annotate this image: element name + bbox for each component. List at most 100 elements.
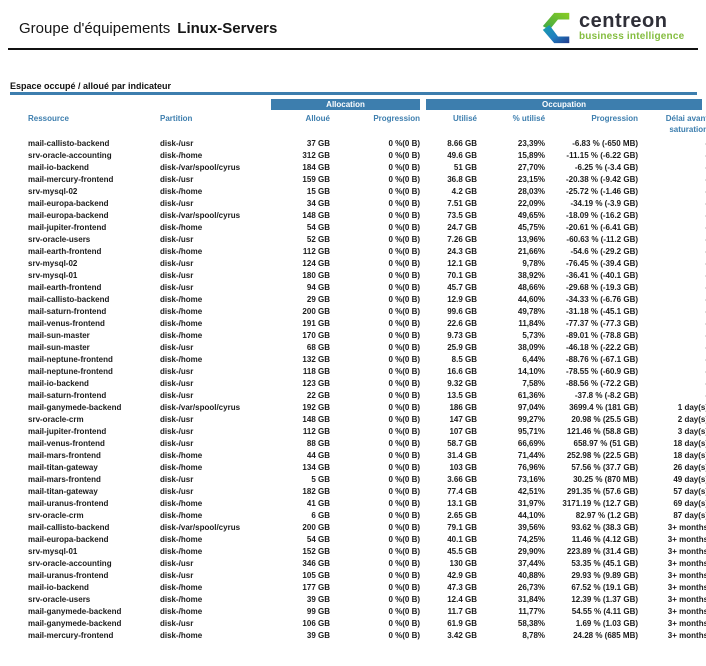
cell-delai-saturation: 69 day(s) <box>673 499 706 508</box>
cell-progression-occupation: 93.62 % (38.3 GB) <box>571 523 639 532</box>
cell-utilise: 11.7 GB <box>447 607 478 616</box>
cell-partition: disk-/home <box>160 595 203 604</box>
cell-delai-saturation: - <box>638 150 706 162</box>
cell-pct-utilise: 44,10% <box>517 511 546 520</box>
occupation-group-header: Occupation <box>426 99 703 110</box>
cell-delai-saturation: 3+ months <box>667 631 706 640</box>
cell-delai-saturation: 3 day(s) <box>677 427 706 436</box>
cell-utilise: 107 GB <box>449 427 478 436</box>
cell-partition: disk-/usr <box>160 175 194 184</box>
cell-progression-occupation: -60.63 % (-11.2 GB) <box>566 235 639 244</box>
cell-partition: disk-/home <box>160 547 203 556</box>
cell-progression-allocation: 0 %(0 B) <box>388 439 421 448</box>
table-row: mail-callisto-backend disk-/home 29 GB 0… <box>10 294 706 306</box>
cell-ressource: mail-mercury-frontend <box>28 175 114 184</box>
cell-pct-utilise: 22,09% <box>517 199 546 208</box>
cell-progression-occupation: -54.6 % (-29.2 GB) <box>570 247 639 256</box>
cell-partition: disk-/home <box>160 535 203 544</box>
cell-progression-occupation: 3699.4 % (181 GB) <box>569 403 639 412</box>
header-divider <box>8 48 698 50</box>
cell-delai-saturation: - <box>638 234 706 246</box>
cell-pct-utilise: 39,56% <box>517 523 546 532</box>
cell-progression-occupation: -46.18 % (-22.2 GB) <box>565 343 639 352</box>
cell-utilise: 4.2 GB <box>451 187 478 196</box>
cell-progression-allocation: 0 %(0 B) <box>388 199 421 208</box>
cell-progression-allocation: 0 %(0 B) <box>388 295 421 304</box>
cell-progression-occupation: -89.01 % (-78.8 GB) <box>565 331 639 340</box>
cell-pct-utilise: 29,90% <box>517 547 546 556</box>
cell-progression-allocation: 0 %(0 B) <box>388 583 421 592</box>
cell-partition: disk-/home <box>160 451 203 460</box>
cell-pct-utilise: 11,84% <box>518 319 546 328</box>
cell-progression-allocation: 0 %(0 B) <box>388 391 421 400</box>
cell-delai-saturation: 3+ months <box>667 547 706 556</box>
cell-utilise: 40.1 GB <box>447 535 478 544</box>
cell-alloue: 200 GB <box>302 523 330 532</box>
cell-ressource: mail-uranus-frontend <box>28 499 109 508</box>
cell-ressource: mail-jupiter-frontend <box>28 427 107 436</box>
cell-progression-allocation: 0 %(0 B) <box>388 247 421 256</box>
cell-delai-saturation: 1 day(s) <box>677 403 706 412</box>
centreon-logo-icon <box>542 12 570 44</box>
cell-progression-occupation: 121.46 % (58.8 GB) <box>566 427 639 436</box>
cell-ressource: mail-neptune-frontend <box>28 367 113 376</box>
cell-pct-utilise: 40,88% <box>517 571 546 580</box>
table-row: srv-oracle-accounting disk-/home 312 GB … <box>10 150 706 162</box>
cell-utilise: 12.9 GB <box>447 295 478 304</box>
cell-delai-saturation: - <box>638 306 706 318</box>
cell-progression-allocation: 0 %(0 B) <box>388 139 421 148</box>
table-row: mail-uranus-frontend disk-/usr 105 GB 0 … <box>10 570 706 582</box>
cell-progression-allocation: 0 %(0 B) <box>388 571 421 580</box>
cell-delai-saturation: 3+ months <box>667 583 706 592</box>
cell-progression-occupation: 54.55 % (4.11 GB) <box>571 607 639 616</box>
cell-ressource: mail-europa-backend <box>28 211 109 220</box>
table-row: mail-europa-backend disk-/var/spool/cyru… <box>10 210 706 222</box>
cell-utilise: 45.5 GB <box>447 547 478 556</box>
cell-partition: disk-/home <box>160 583 203 592</box>
cell-alloue: 170 GB <box>302 331 330 340</box>
cell-pct-utilise: 38,92% <box>517 271 546 280</box>
cell-ressource: mail-ganymede-backend <box>28 619 122 628</box>
table-row: srv-oracle-users disk-/home 39 GB 0 %(0 … <box>10 594 706 606</box>
cell-progression-occupation: -11.15 % (-6.22 GB) <box>566 151 639 160</box>
table-row: mail-callisto-backend disk-/usr 37 GB 0 … <box>10 138 706 150</box>
table-row: srv-mysql-02 disk-/home 15 GB 0 %(0 B) 4… <box>10 186 706 198</box>
cell-pct-utilise: 99,27% <box>517 415 546 424</box>
cell-alloue: 34 GB <box>306 199 330 208</box>
cell-ressource: mail-venus-frontend <box>28 439 105 448</box>
cell-delai-saturation: - <box>638 282 706 294</box>
column-header-progression-allocation: Progression <box>373 114 421 123</box>
cell-progression-occupation: 252.98 % (22.5 GB) <box>566 451 639 460</box>
cell-delai-saturation: - <box>638 246 706 258</box>
cell-pct-utilise: 31,97% <box>517 499 546 508</box>
cell-ressource: mail-io-backend <box>28 583 89 592</box>
cell-progression-occupation: -20.38 % (-9.42 GB) <box>565 175 639 184</box>
cell-ressource: mail-ganymede-backend <box>28 403 122 412</box>
cell-alloue: 52 GB <box>306 235 330 244</box>
cell-ressource: mail-io-backend <box>28 379 89 388</box>
cell-delai-saturation: - <box>638 258 706 270</box>
cell-partition: disk-/usr <box>160 475 194 484</box>
cell-progression-allocation: 0 %(0 B) <box>388 523 421 532</box>
logo-tagline: business intelligence <box>579 31 685 42</box>
cell-progression-occupation: 24.28 % (685 MB) <box>573 631 639 640</box>
table-row: mail-earth-frontend disk-/usr 94 GB 0 %(… <box>10 282 706 294</box>
cell-pct-utilise: 45,75% <box>517 223 546 232</box>
table-row: mail-mercury-frontend disk-/usr 159 GB 0… <box>10 174 706 186</box>
table-row: mail-mars-frontend disk-/home 44 GB 0 %(… <box>10 450 706 462</box>
cell-delai-saturation: - <box>638 174 706 186</box>
column-header-partition: Partition <box>160 114 193 123</box>
cell-partition: disk-/usr <box>160 367 194 376</box>
cell-pct-utilise: 8,78% <box>522 631 546 640</box>
table-row: mail-uranus-frontend disk-/home 41 GB 0 … <box>10 498 706 510</box>
table-row: mail-ganymede-backend disk-/usr 106 GB 0… <box>10 618 706 630</box>
cell-pct-utilise: 37,44% <box>517 559 546 568</box>
cell-partition: disk-/usr <box>160 391 194 400</box>
cell-progression-occupation: -36.41 % (-40.1 GB) <box>565 271 639 280</box>
cell-delai-saturation: 57 day(s) <box>673 487 706 496</box>
cell-ressource: srv-oracle-accounting <box>28 559 112 568</box>
cell-partition: disk-/home <box>160 631 203 640</box>
table-row: mail-neptune-frontend disk-/usr 118 GB 0… <box>10 366 706 378</box>
table-row: mail-saturn-frontend disk-/home 200 GB 0… <box>10 306 706 318</box>
column-header-progression-occupation: Progression <box>591 114 639 123</box>
